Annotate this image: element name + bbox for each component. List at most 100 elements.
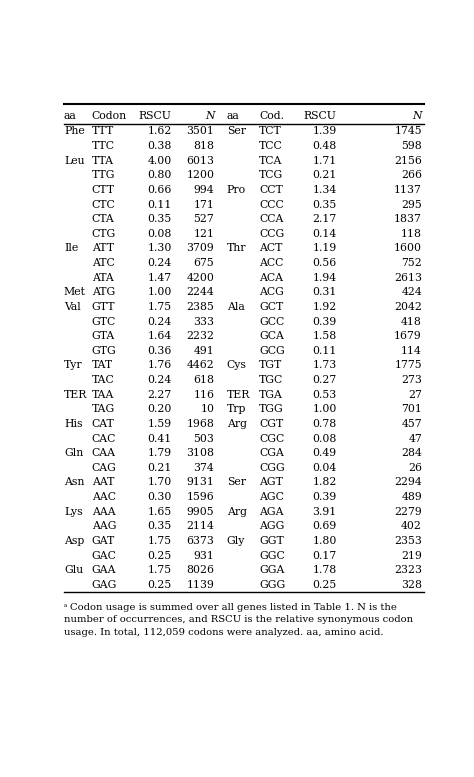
Text: 0.21: 0.21 bbox=[312, 170, 337, 180]
Text: 4.00: 4.00 bbox=[147, 155, 172, 166]
Text: Met: Met bbox=[64, 287, 86, 298]
Text: Phe: Phe bbox=[64, 127, 85, 136]
Text: 1.76: 1.76 bbox=[147, 361, 172, 371]
Text: 0.56: 0.56 bbox=[312, 258, 337, 268]
Text: 0.35: 0.35 bbox=[312, 200, 337, 210]
Text: 2294: 2294 bbox=[394, 478, 422, 487]
Text: TTC: TTC bbox=[92, 141, 115, 151]
Text: 457: 457 bbox=[401, 419, 422, 429]
Text: 295: 295 bbox=[401, 200, 422, 210]
Text: 171: 171 bbox=[193, 200, 214, 210]
Text: 3108: 3108 bbox=[186, 448, 214, 458]
Text: CAC: CAC bbox=[92, 434, 116, 444]
Text: Codon usage is summed over all genes listed in Table 1. N is the: Codon usage is summed over all genes lis… bbox=[70, 603, 397, 612]
Text: 2042: 2042 bbox=[394, 302, 422, 312]
Text: N: N bbox=[412, 111, 422, 121]
Text: 0.04: 0.04 bbox=[312, 463, 337, 473]
Text: 47: 47 bbox=[408, 434, 422, 444]
Text: 0.36: 0.36 bbox=[147, 346, 172, 356]
Text: ACA: ACA bbox=[259, 273, 283, 283]
Text: 1596: 1596 bbox=[186, 492, 214, 502]
Text: GAC: GAC bbox=[92, 551, 117, 561]
Text: 0.38: 0.38 bbox=[147, 141, 172, 151]
Text: GCG: GCG bbox=[259, 346, 285, 356]
Text: TAC: TAC bbox=[92, 375, 115, 385]
Text: CCG: CCG bbox=[259, 228, 284, 239]
Text: AAA: AAA bbox=[92, 507, 116, 517]
Text: 116: 116 bbox=[193, 390, 214, 399]
Text: 0.53: 0.53 bbox=[312, 390, 337, 399]
Text: 2.17: 2.17 bbox=[312, 214, 337, 224]
Text: 0.11: 0.11 bbox=[147, 200, 172, 210]
Text: 0.66: 0.66 bbox=[147, 185, 172, 195]
Text: CAG: CAG bbox=[92, 463, 117, 473]
Text: RSCU: RSCU bbox=[304, 111, 337, 121]
Text: Cod.: Cod. bbox=[259, 111, 284, 121]
Text: 1837: 1837 bbox=[394, 214, 422, 224]
Text: 219: 219 bbox=[401, 551, 422, 561]
Text: 8026: 8026 bbox=[186, 565, 214, 575]
Text: 1.70: 1.70 bbox=[147, 478, 172, 487]
Text: 10: 10 bbox=[200, 404, 214, 414]
Text: 818: 818 bbox=[193, 141, 214, 151]
Text: 491: 491 bbox=[193, 346, 214, 356]
Text: 0.08: 0.08 bbox=[312, 434, 337, 444]
Text: 2232: 2232 bbox=[186, 331, 214, 341]
Text: 2613: 2613 bbox=[394, 273, 422, 283]
Text: TGG: TGG bbox=[259, 404, 284, 414]
Text: 1137: 1137 bbox=[394, 185, 422, 195]
Text: 0.25: 0.25 bbox=[147, 551, 172, 561]
Text: 1.75: 1.75 bbox=[147, 536, 172, 546]
Text: 6373: 6373 bbox=[186, 536, 214, 546]
Text: 1139: 1139 bbox=[186, 580, 214, 590]
Text: TGC: TGC bbox=[259, 375, 283, 385]
Text: CTC: CTC bbox=[92, 200, 116, 210]
Text: Glu: Glu bbox=[64, 565, 83, 575]
Text: 1745: 1745 bbox=[394, 127, 422, 136]
Text: 0.35: 0.35 bbox=[147, 521, 172, 531]
Text: 675: 675 bbox=[193, 258, 214, 268]
Text: 931: 931 bbox=[193, 551, 214, 561]
Text: TCG: TCG bbox=[259, 170, 283, 180]
Text: CGG: CGG bbox=[259, 463, 285, 473]
Text: aa: aa bbox=[227, 111, 239, 121]
Text: Pro: Pro bbox=[227, 185, 246, 195]
Text: 503: 503 bbox=[193, 434, 214, 444]
Text: 284: 284 bbox=[401, 448, 422, 458]
Text: TTT: TTT bbox=[92, 127, 114, 136]
Text: TTG: TTG bbox=[92, 170, 115, 180]
Text: GGT: GGT bbox=[259, 536, 284, 546]
Text: 1.75: 1.75 bbox=[147, 565, 172, 575]
Text: Arg: Arg bbox=[227, 507, 246, 517]
Text: Trp: Trp bbox=[227, 404, 246, 414]
Text: ATG: ATG bbox=[92, 287, 115, 298]
Text: 0.08: 0.08 bbox=[147, 228, 172, 239]
Text: GAG: GAG bbox=[92, 580, 117, 590]
Text: 1.82: 1.82 bbox=[312, 478, 337, 487]
Text: 0.35: 0.35 bbox=[147, 214, 172, 224]
Text: 328: 328 bbox=[401, 580, 422, 590]
Text: AAG: AAG bbox=[92, 521, 116, 531]
Text: TAA: TAA bbox=[92, 390, 114, 399]
Text: CAT: CAT bbox=[92, 419, 115, 429]
Text: 0.49: 0.49 bbox=[312, 448, 337, 458]
Text: ATC: ATC bbox=[92, 258, 115, 268]
Text: 1679: 1679 bbox=[394, 331, 422, 341]
Text: 1.34: 1.34 bbox=[312, 185, 337, 195]
Text: AGT: AGT bbox=[259, 478, 283, 487]
Text: 1.58: 1.58 bbox=[312, 331, 337, 341]
Text: 0.24: 0.24 bbox=[147, 316, 172, 326]
Text: 701: 701 bbox=[401, 404, 422, 414]
Text: Leu: Leu bbox=[64, 155, 84, 166]
Text: CGA: CGA bbox=[259, 448, 284, 458]
Text: Tyr: Tyr bbox=[64, 361, 82, 371]
Text: 1.59: 1.59 bbox=[147, 419, 172, 429]
Text: TER: TER bbox=[64, 390, 87, 399]
Text: GCA: GCA bbox=[259, 331, 284, 341]
Text: CTA: CTA bbox=[92, 214, 115, 224]
Text: CAA: CAA bbox=[92, 448, 116, 458]
Text: 3709: 3709 bbox=[186, 243, 214, 253]
Text: 6013: 6013 bbox=[186, 155, 214, 166]
Text: TAT: TAT bbox=[92, 361, 113, 371]
Text: aa: aa bbox=[64, 111, 77, 121]
